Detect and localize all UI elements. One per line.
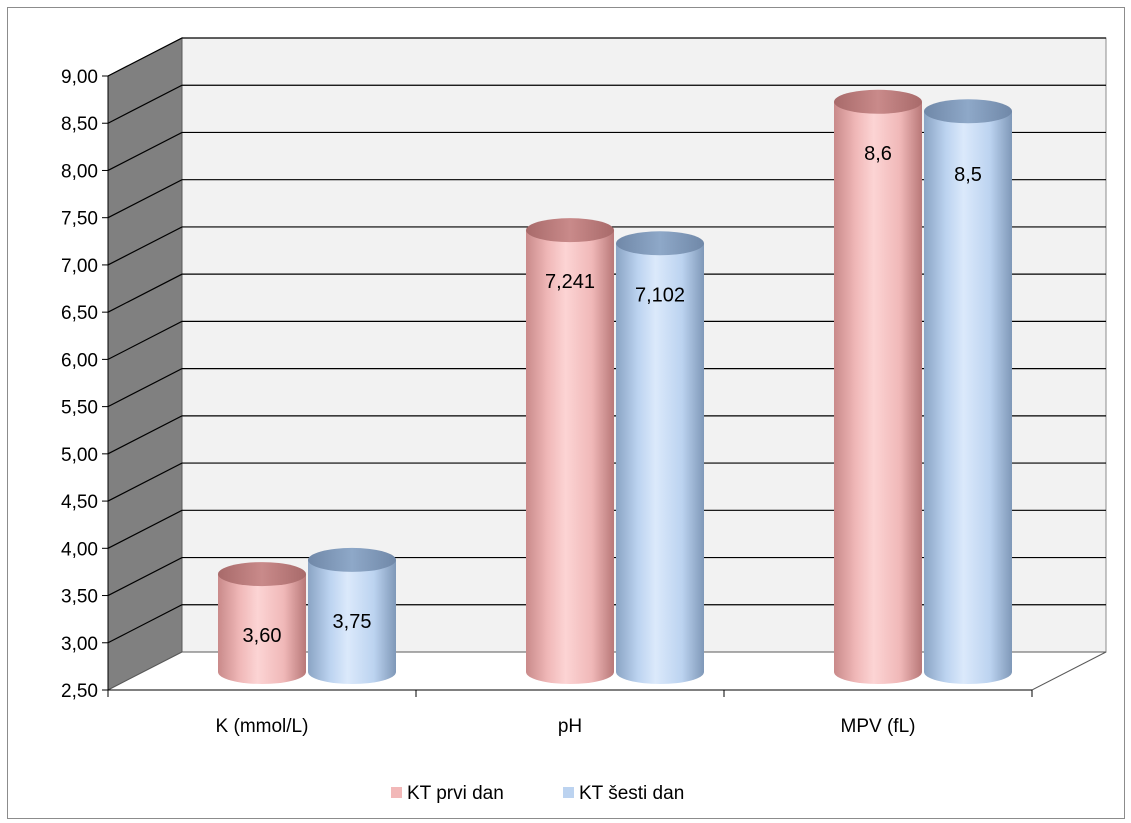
y-tick-label: 9,00: [61, 67, 98, 88]
gridline: [107, 320, 1106, 360]
bar-top: [834, 89, 922, 114]
x-tick-label: K (mmol/L): [216, 716, 309, 737]
y-tick-label: 7,50: [61, 209, 98, 230]
bar-top: [308, 547, 396, 572]
bar-body: [218, 574, 306, 684]
bar: [616, 231, 704, 684]
data-label: 7,102: [635, 284, 685, 306]
gridline: [107, 179, 1106, 219]
gridline: [107, 37, 1106, 77]
y-tick-label: 8,50: [61, 114, 98, 135]
legend: KT prvi dan KT šesti dan: [391, 783, 684, 804]
data-label: 8,6: [864, 143, 892, 165]
bars: [218, 89, 1012, 685]
gridline: [107, 415, 1106, 455]
y-tick-label: 6,50: [61, 303, 98, 324]
x-tick-label: MPV (fL): [841, 716, 916, 737]
data-label: 8,5: [954, 164, 982, 186]
bar-body: [526, 230, 614, 685]
bar-body: [616, 243, 704, 684]
y-tick-label: 4,00: [61, 539, 98, 560]
y-tick-label: 7,00: [61, 256, 98, 277]
gridline: [107, 368, 1106, 408]
bar-top: [526, 218, 614, 243]
data-labels: 3,60 3,75 7,241 7,102 8,6 8,5: [243, 143, 982, 647]
x-tick-label: pH: [558, 716, 582, 737]
y-tick-label: 3,00: [61, 634, 98, 655]
gridline: [107, 509, 1106, 549]
bar-top: [616, 231, 704, 256]
gridline: [107, 84, 1106, 124]
bar-body: [834, 101, 922, 685]
side-wall: [107, 37, 183, 691]
y-tick-label: 6,00: [61, 350, 98, 371]
bar: [308, 547, 396, 684]
bar: [526, 218, 614, 685]
gridline: [107, 273, 1106, 313]
bar: [834, 89, 922, 685]
legend-label: KT šesti dan: [579, 783, 684, 804]
bar: [924, 99, 1012, 684]
y-tick-label: 4,50: [61, 492, 98, 513]
gridline: [107, 131, 1106, 171]
data-label: 3,60: [243, 625, 282, 647]
y-tick-label: 5,00: [61, 445, 98, 466]
gridline: [107, 556, 1106, 597]
bar-body: [308, 559, 396, 684]
axes: 2,50 3,00 3,50 4,00 4,50 5,00 5,50 6,00 6,50 7,00…: [61, 67, 1033, 737]
bar: [218, 562, 306, 684]
bar-body: [924, 111, 1012, 684]
bar-top: [924, 99, 1012, 124]
gridline: [107, 462, 1106, 502]
legend-item: KT prvi dan: [391, 783, 504, 804]
legend-item: KT šesti dan: [563, 783, 684, 804]
gridline: [107, 604, 1106, 644]
y-tick-label: 3,50: [61, 587, 98, 608]
legend-swatch: [563, 787, 574, 798]
data-label: 3,75: [333, 611, 372, 633]
data-label: 7,241: [545, 271, 595, 293]
gridline: [107, 226, 1106, 266]
y-tick-label: 2,50: [61, 681, 98, 702]
gridlines: [107, 37, 1106, 644]
y-tick-label: 8,00: [61, 161, 98, 182]
y-tick-label: 5,50: [61, 398, 98, 419]
legend-swatch: [391, 787, 402, 798]
bar-top: [218, 562, 306, 587]
legend-label: KT prvi dan: [407, 783, 504, 804]
